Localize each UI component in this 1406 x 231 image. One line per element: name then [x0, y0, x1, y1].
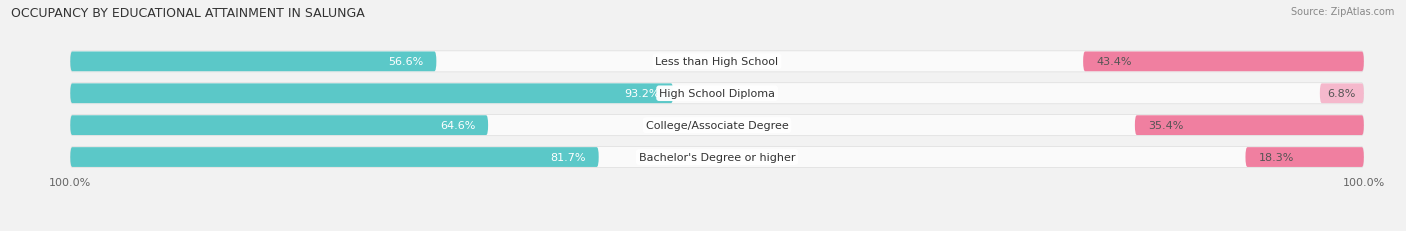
Text: 18.3%: 18.3%: [1258, 152, 1294, 162]
FancyBboxPatch shape: [70, 52, 436, 72]
FancyBboxPatch shape: [70, 84, 673, 104]
FancyBboxPatch shape: [70, 52, 1364, 73]
Text: 43.4%: 43.4%: [1097, 57, 1132, 67]
Text: 35.4%: 35.4%: [1147, 121, 1184, 131]
FancyBboxPatch shape: [70, 116, 488, 135]
FancyBboxPatch shape: [1083, 52, 1364, 72]
Text: 64.6%: 64.6%: [440, 121, 475, 131]
Text: 6.8%: 6.8%: [1327, 89, 1355, 99]
FancyBboxPatch shape: [70, 115, 1364, 136]
Text: OCCUPANCY BY EDUCATIONAL ATTAINMENT IN SALUNGA: OCCUPANCY BY EDUCATIONAL ATTAINMENT IN S…: [11, 7, 366, 20]
Text: 93.2%: 93.2%: [624, 89, 661, 99]
Text: Source: ZipAtlas.com: Source: ZipAtlas.com: [1291, 7, 1395, 17]
FancyBboxPatch shape: [1135, 116, 1364, 135]
FancyBboxPatch shape: [1320, 84, 1364, 104]
Text: High School Diploma: High School Diploma: [659, 89, 775, 99]
FancyBboxPatch shape: [70, 83, 1364, 104]
Text: 56.6%: 56.6%: [388, 57, 423, 67]
FancyBboxPatch shape: [70, 147, 1364, 168]
Text: 81.7%: 81.7%: [550, 152, 586, 162]
Text: Bachelor's Degree or higher: Bachelor's Degree or higher: [638, 152, 796, 162]
Text: College/Associate Degree: College/Associate Degree: [645, 121, 789, 131]
FancyBboxPatch shape: [70, 148, 599, 167]
Text: Less than High School: Less than High School: [655, 57, 779, 67]
FancyBboxPatch shape: [1246, 148, 1364, 167]
